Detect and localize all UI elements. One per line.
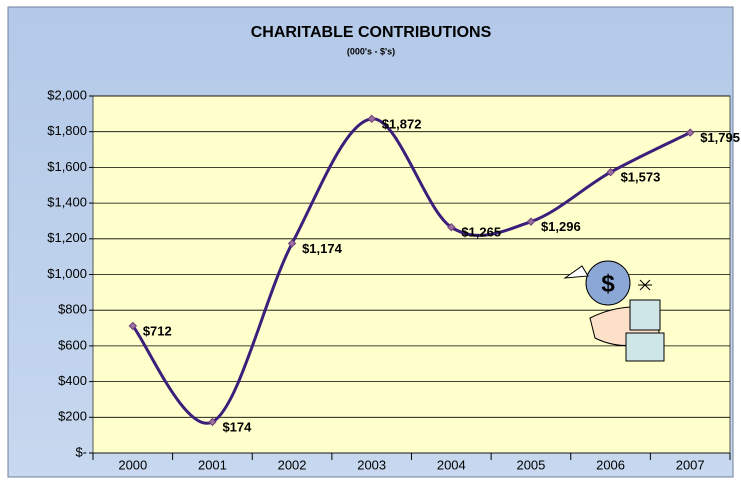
x-tick-label: 2001 (198, 457, 227, 472)
y-tick-label: $200 (58, 409, 87, 424)
data-label: $1,573 (621, 170, 661, 185)
chart: CHARITABLE CONTRIBUTIONS (000's - $'s) $… (0, 0, 741, 482)
chart-subtitle: (000's - $'s) (347, 46, 395, 56)
x-tick-label: 2005 (516, 457, 545, 472)
y-tick-label: $1,800 (47, 123, 87, 138)
data-label: $1,296 (541, 219, 581, 234)
data-label: $712 (143, 323, 172, 338)
x-tick-label: 2006 (596, 457, 625, 472)
data-label: $1,265 (461, 225, 501, 240)
y-tick-label: $1,400 (47, 195, 87, 210)
data-label: $1,795 (700, 130, 740, 145)
y-tick-label: $600 (58, 337, 87, 352)
chart-title: CHARITABLE CONTRIBUTIONS (251, 24, 492, 41)
y-tick-label: $1,200 (47, 230, 87, 245)
y-tick-label: $400 (58, 373, 87, 388)
y-tick-label: $- (75, 444, 87, 459)
x-tick-label: 2007 (676, 457, 705, 472)
x-tick-label: 2003 (357, 457, 386, 472)
y-tick-label: $1,000 (47, 266, 87, 281)
data-label: $174 (222, 419, 252, 434)
y-tick-label: $1,600 (47, 159, 87, 174)
x-tick-label: 2000 (118, 457, 147, 472)
y-tick-label: $800 (58, 302, 87, 317)
y-tick-label: $2,000 (47, 87, 87, 102)
x-tick-label: 2004 (437, 457, 466, 472)
svg-text:$: $ (601, 270, 615, 297)
x-tick-label: 2002 (278, 457, 307, 472)
data-label: $1,174 (302, 241, 343, 256)
data-label: $1,872 (382, 116, 422, 131)
